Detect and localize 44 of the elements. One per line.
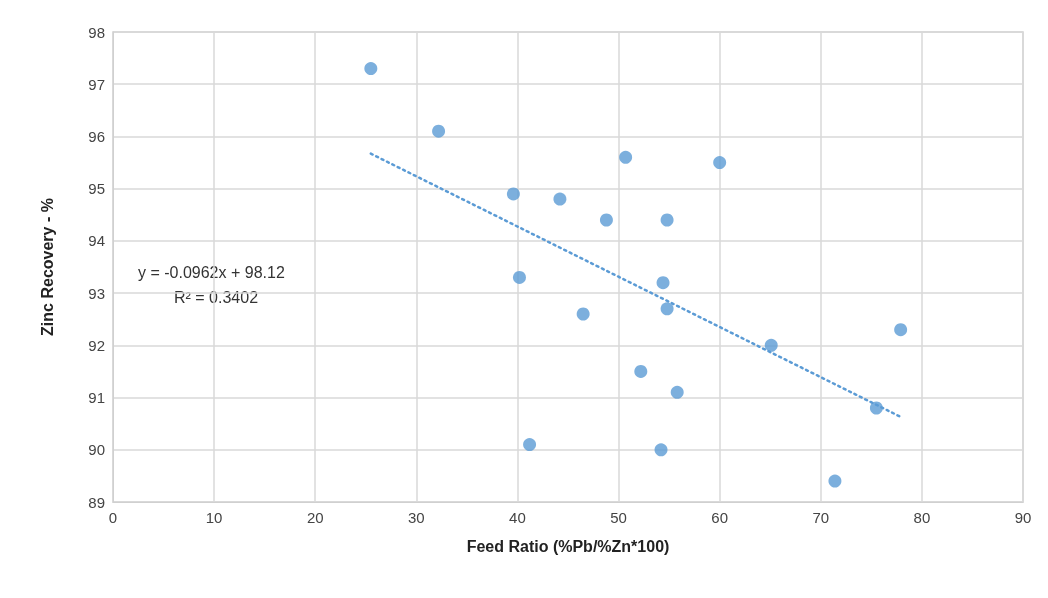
- point: [660, 302, 674, 316]
- point: [432, 124, 446, 138]
- point: [523, 438, 537, 452]
- y-tick-label: 90: [88, 441, 105, 459]
- point: [364, 62, 378, 76]
- point: [713, 156, 727, 170]
- y-tick-label: 91: [88, 389, 105, 407]
- y-tick-label: 96: [88, 127, 105, 145]
- y-tick-label: 97: [88, 75, 105, 93]
- point: [576, 307, 590, 321]
- point: [764, 338, 778, 352]
- y-tick-label: 98: [88, 23, 105, 41]
- point: [660, 213, 674, 227]
- x-tick-label: 0: [108, 509, 118, 526]
- x-tick-label: 80: [913, 509, 931, 526]
- point: [599, 213, 613, 227]
- y-tick-label: 95: [88, 180, 105, 198]
- x-tick-label: 20: [306, 509, 324, 526]
- point: [506, 187, 520, 201]
- x-axis-title: Feed Ratio (%Pb/%Zn*100): [466, 537, 670, 555]
- x-tick-label: 70: [812, 509, 830, 526]
- point: [828, 474, 842, 488]
- y-tick-label: 94: [88, 232, 105, 250]
- y-axis-title: Zinc Recovery - %: [38, 198, 56, 336]
- x-tick-label: 90: [1014, 509, 1032, 526]
- x-tick-label: 60: [711, 509, 729, 526]
- point: [654, 443, 668, 457]
- point: [619, 150, 633, 164]
- x-tick-label: 40: [509, 509, 526, 526]
- x-tick-label: 10: [205, 509, 223, 526]
- annotation: R² = 0.3402: [174, 288, 259, 306]
- y-tick-label: 89: [88, 493, 105, 511]
- annotation: y = -0.0962x + 98.12: [138, 263, 285, 281]
- point: [869, 401, 883, 415]
- point: [553, 192, 567, 206]
- point: [670, 385, 684, 399]
- y-tick-label: 92: [88, 336, 105, 354]
- point: [894, 323, 908, 337]
- point: [634, 364, 648, 378]
- point: [512, 270, 526, 284]
- y-tick-label: 93: [88, 284, 105, 302]
- x-tick-label: 30: [407, 509, 425, 526]
- x-tick-label: 50: [610, 509, 627, 526]
- point: [656, 276, 670, 290]
